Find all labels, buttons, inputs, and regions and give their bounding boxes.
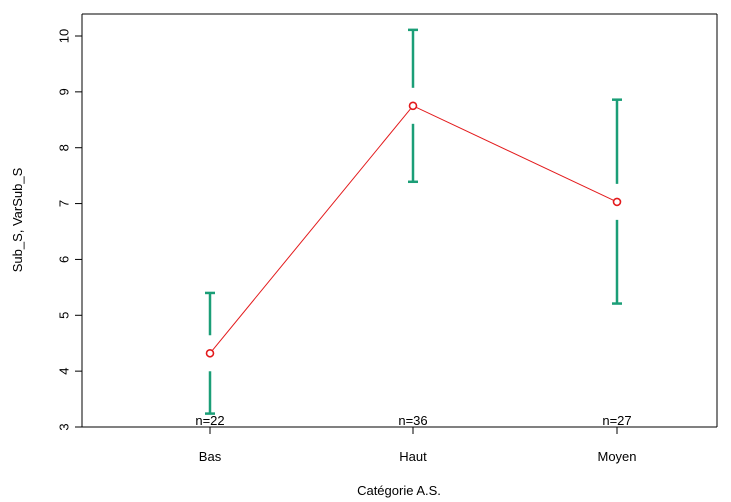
y-tick-label: 9 (57, 88, 72, 95)
x-axis-title: Catégorie A.S. (357, 483, 441, 498)
count-label: n=27 (602, 413, 631, 428)
y-tick-label: 3 (57, 423, 72, 430)
x-tick-label: Moyen (597, 449, 636, 464)
count-label: n=36 (398, 413, 427, 428)
y-tick-label: 10 (57, 29, 72, 43)
x-tick-label: Bas (199, 449, 222, 464)
plot-frame (81, 13, 718, 428)
data-point (205, 348, 215, 358)
y-tick-label: 7 (57, 200, 72, 207)
y-tick-label: 4 (57, 368, 72, 375)
error-bars (205, 28, 622, 415)
count-label: n=22 (195, 413, 224, 428)
y-axis-title: Sub_S, VarSub_S (10, 167, 25, 272)
y-tick-label: 8 (57, 144, 72, 151)
x-axis-ticks: Bas Haut Moyen (199, 427, 637, 464)
data-point (408, 101, 418, 111)
data-point (612, 197, 622, 207)
y-axis-ticks: 3 4 5 6 7 8 9 10 (57, 29, 82, 431)
count-labels: n=22 n=36 n=27 (195, 413, 631, 428)
data-points (205, 101, 622, 358)
y-tick-label: 5 (57, 312, 72, 319)
x-tick-label: Haut (399, 449, 427, 464)
y-tick-label: 6 (57, 256, 72, 263)
